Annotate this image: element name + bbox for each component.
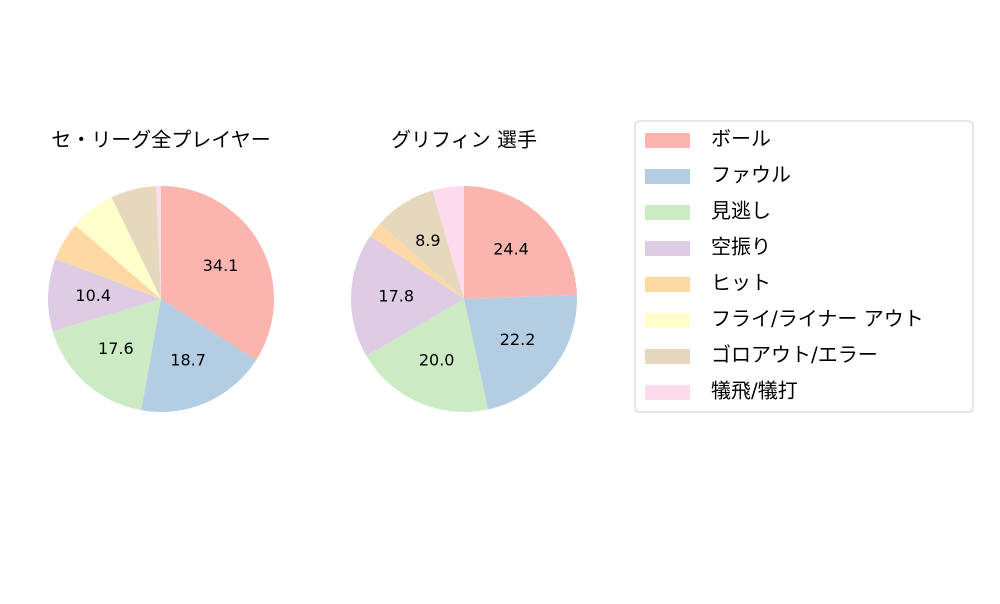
legend-box: [634, 120, 974, 413]
pie-slice: [141, 299, 257, 412]
legend-swatch: [645, 205, 690, 220]
pie-slice: [366, 299, 488, 413]
data-label: 17.6: [98, 339, 134, 358]
data-label: 8.9: [415, 231, 440, 250]
data-label: 18.7: [170, 351, 206, 370]
pie-slice: [156, 186, 161, 299]
legend-swatch: [645, 169, 690, 184]
data-label: 20.0: [419, 351, 455, 370]
legend-label: 空振り: [711, 235, 771, 259]
pie-slice: [75, 197, 161, 299]
data-label: 22.2: [500, 330, 536, 349]
pie-slice: [350, 236, 464, 356]
pie-slice: [47, 258, 161, 332]
legend-swatch: [645, 133, 690, 148]
pie-slice: [464, 186, 577, 299]
chart-title: セ・リーグ全プレイヤー: [51, 128, 270, 152]
legend-label: ヒット: [711, 271, 771, 295]
pie-slice: [432, 186, 464, 299]
pie-slice: [464, 294, 577, 410]
data-label: 17.8: [378, 286, 414, 305]
data-label: 34.1: [203, 256, 239, 275]
data-label: 10.4: [75, 286, 111, 305]
data-label: 24.4: [493, 240, 529, 259]
legend-label: ボール: [711, 127, 771, 151]
legend-label: ゴロアウト/エラー: [711, 343, 878, 367]
chart-title: グリフィン 選手: [391, 128, 537, 152]
legend-swatch: [645, 349, 690, 364]
pie-slice: [111, 186, 161, 299]
legend-swatch: [645, 241, 690, 256]
pie-slice: [161, 186, 274, 361]
legend-label: 見逃し: [711, 199, 771, 223]
pie-slice: [55, 225, 161, 299]
legend-label: ファウル: [711, 163, 791, 187]
legend-label: フライ/ライナー アウト: [711, 307, 924, 331]
legend-swatch: [645, 277, 690, 292]
pie-slice: [379, 190, 464, 299]
legend-label: 犠飛/犠打: [711, 379, 798, 403]
pie-slice: [52, 299, 161, 411]
legend-swatch: [645, 385, 690, 400]
pie-slice: [370, 223, 464, 299]
legend-swatch: [645, 313, 690, 328]
